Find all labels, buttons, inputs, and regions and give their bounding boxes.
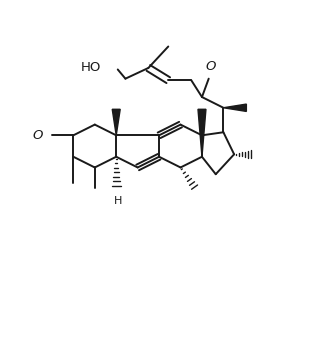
Polygon shape (198, 109, 206, 157)
Text: H: H (114, 196, 122, 206)
Polygon shape (223, 104, 246, 112)
Text: HO: HO (81, 62, 101, 74)
Polygon shape (112, 109, 120, 135)
Text: O: O (206, 60, 216, 73)
Text: O: O (32, 129, 43, 142)
